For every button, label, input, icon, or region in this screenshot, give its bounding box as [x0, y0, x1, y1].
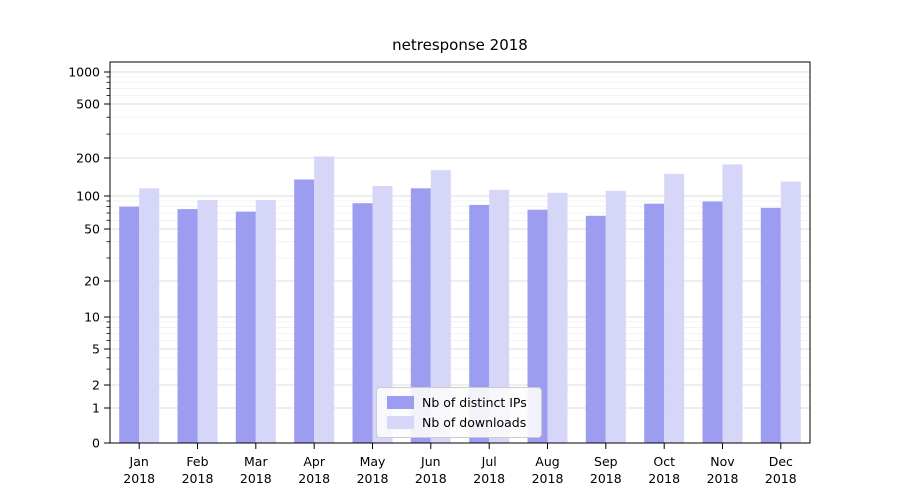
y-tick-label: 2	[92, 378, 100, 393]
bar-nb-of-distinct-ips	[702, 201, 723, 443]
y-tick-label: 100	[76, 189, 100, 204]
bar-nb-of-downloads	[547, 192, 568, 443]
x-tick-label-year: 2018	[415, 471, 447, 486]
x-tick-label-year: 2018	[590, 471, 622, 486]
y-tick-label: 0	[92, 436, 100, 451]
x-tick-label-month: Jun	[420, 454, 441, 469]
axes-frame	[109, 61, 811, 444]
y-tick-label: 20	[84, 274, 100, 289]
x-tick-label-month: Feb	[186, 454, 208, 469]
bar-nb-of-downloads	[314, 156, 335, 443]
y-tick-label: 1000	[68, 65, 100, 80]
legend-entry-distinct-ips: Nb of distinct IPs	[387, 395, 527, 410]
bar-nb-of-distinct-ips	[644, 203, 665, 443]
bar-nb-of-downloads	[372, 186, 393, 443]
x-tick-label-year: 2018	[182, 471, 214, 486]
bar-nb-of-downloads	[197, 200, 218, 443]
bar-nb-of-downloads	[139, 188, 160, 443]
legend-swatch-downloads	[387, 416, 414, 429]
legend: Nb of distinct IPs Nb of downloads	[376, 387, 542, 438]
x-tick-label-month: Aug	[535, 454, 559, 469]
x-tick-label-year: 2018	[532, 471, 564, 486]
x-tick-label-year: 2018	[298, 471, 330, 486]
x-tick-label-month: Oct	[653, 454, 675, 469]
bar-nb-of-distinct-ips	[235, 211, 256, 443]
bar-nb-of-distinct-ips	[119, 206, 140, 443]
bar-nb-of-distinct-ips	[352, 203, 373, 443]
y-tick-label: 10	[84, 310, 100, 325]
bar-nb-of-downloads	[780, 181, 801, 443]
x-tick-label-month: Apr	[303, 454, 325, 469]
y-tick-label: 5	[92, 342, 100, 357]
x-tick-label-year: 2018	[765, 471, 797, 486]
x-tick-label-year: 2018	[707, 471, 739, 486]
x-tick-label-month: Jan	[129, 454, 149, 469]
x-tick-label-month: Dec	[769, 454, 793, 469]
x-tick-label-year: 2018	[357, 471, 389, 486]
x-tick-label-year: 2018	[240, 471, 272, 486]
x-tick-label-month: Mar	[244, 454, 268, 469]
bar-nb-of-downloads	[664, 173, 685, 444]
y-tick-label: 50	[84, 222, 100, 237]
x-tick-label-year: 2018	[473, 471, 505, 486]
x-tick-label-month: Nov	[710, 454, 735, 469]
x-tick-label-month: Sep	[594, 454, 618, 469]
y-tick-label: 500	[76, 97, 100, 112]
y-tick-label: 200	[76, 151, 100, 166]
bar-nb-of-distinct-ips	[294, 179, 315, 443]
bar-nb-of-downloads	[605, 190, 626, 443]
legend-swatch-distinct-ips	[387, 396, 414, 409]
x-tick-label-year: 2018	[123, 471, 155, 486]
bar-nb-of-distinct-ips	[177, 209, 198, 443]
bar-nb-of-distinct-ips	[527, 209, 548, 443]
legend-entry-downloads: Nb of downloads	[387, 415, 527, 430]
bar-nb-of-distinct-ips	[410, 188, 431, 443]
bar-nb-of-downloads	[430, 170, 451, 443]
bar-nb-of-downloads	[489, 189, 510, 443]
y-tick-label: 1	[92, 401, 100, 416]
chart-title: netresponse 2018	[392, 36, 528, 54]
legend-label-distinct-ips: Nb of distinct IPs	[422, 395, 527, 410]
bar-nb-of-downloads	[255, 200, 276, 443]
legend-label-downloads: Nb of downloads	[422, 415, 527, 430]
x-tick-label-year: 2018	[648, 471, 680, 486]
bar-nb-of-downloads	[722, 164, 743, 443]
bar-nb-of-distinct-ips	[469, 204, 490, 443]
x-tick-label-month: Jul	[481, 454, 497, 469]
x-tick-label-month: May	[360, 454, 386, 469]
bar-nb-of-distinct-ips	[585, 215, 606, 443]
bar-nb-of-distinct-ips	[760, 207, 781, 443]
